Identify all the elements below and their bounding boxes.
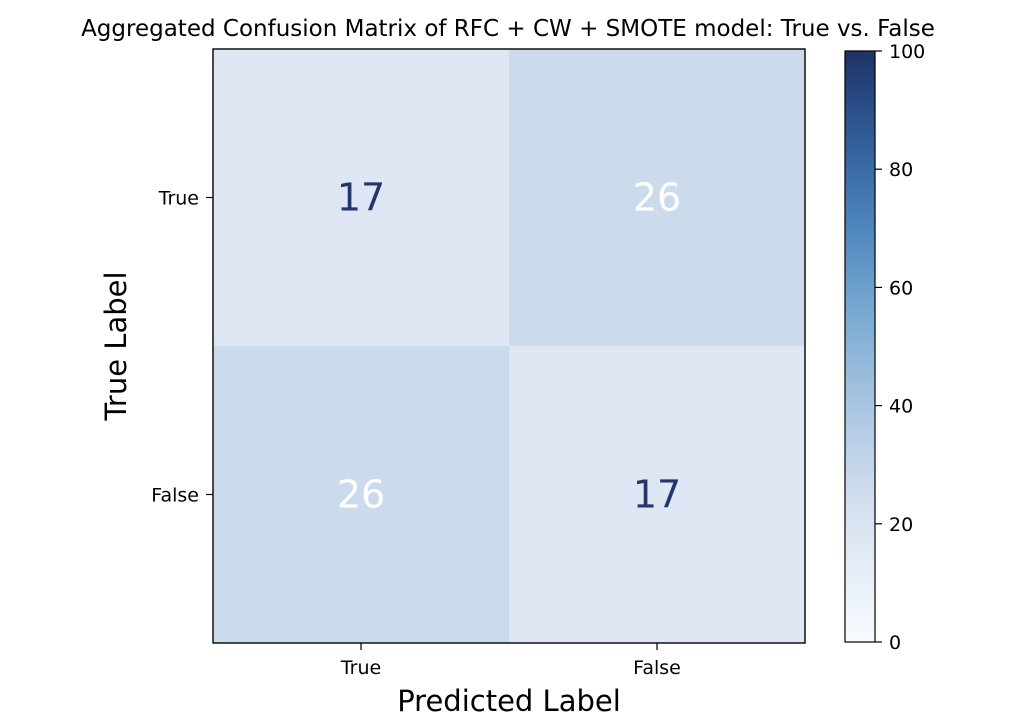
- x-tick-label-0: True: [340, 657, 381, 679]
- y-axis-label: True Label: [99, 271, 133, 421]
- x-tick-label-1: False: [633, 657, 681, 679]
- cell-value-0-1: 26: [633, 176, 681, 220]
- y-tick-label-1: False: [151, 485, 199, 507]
- colorbar-tick-label-5: 100: [889, 41, 925, 63]
- colorbar-tick-label-4: 80: [889, 159, 913, 181]
- chart-title: Aggregated Confusion Matrix of RFC + CW …: [81, 16, 935, 42]
- cell-annotations: 17 26 26 17: [337, 176, 681, 517]
- heatmap-cell-1-0: [213, 346, 509, 643]
- heatmap-cell-0-0: [213, 49, 509, 346]
- y-tick-label-0: True: [158, 188, 199, 210]
- cell-value-1-0: 26: [337, 473, 385, 517]
- heatmap-cell-1-1: [509, 346, 805, 643]
- cell-value-0-0: 17: [337, 176, 385, 220]
- y-axis-ticks: True False: [151, 188, 213, 507]
- colorbar-tick-label-3: 60: [889, 277, 913, 299]
- plot-frame: [212, 48, 806, 644]
- colorbar-tick-label-2: 40: [889, 396, 913, 418]
- cell-value-1-1: 17: [633, 473, 681, 517]
- colorbar-ticks: 0 20 40 60 80 100: [875, 41, 925, 654]
- x-axis-ticks: True False: [340, 643, 681, 679]
- heatmap-cell-0-1: [509, 49, 805, 346]
- x-axis-label: Predicted Label: [397, 684, 621, 718]
- colorbar-tick-label-0: 0: [889, 632, 901, 654]
- colorbar-tick-label-1: 20: [889, 514, 913, 536]
- heatmap-cells: [213, 49, 805, 643]
- colorbar: [844, 50, 876, 643]
